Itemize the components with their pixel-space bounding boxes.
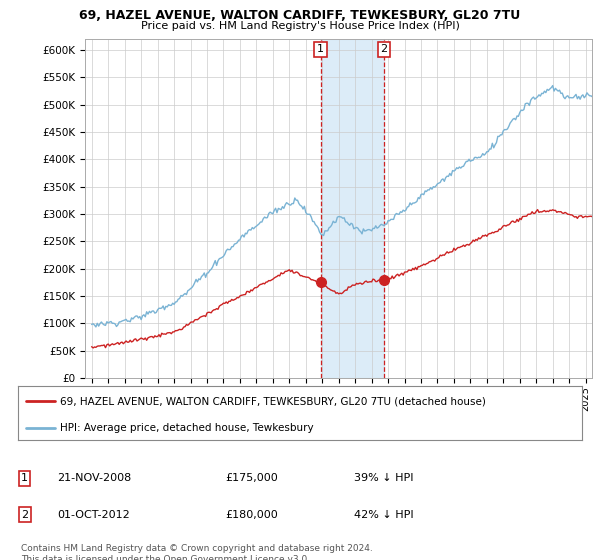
Text: HPI: Average price, detached house, Tewkesbury: HPI: Average price, detached house, Tewk…	[60, 423, 314, 433]
Text: 39% ↓ HPI: 39% ↓ HPI	[354, 473, 413, 483]
Text: Contains HM Land Registry data © Crown copyright and database right 2024.
This d: Contains HM Land Registry data © Crown c…	[21, 544, 373, 560]
Text: 01-OCT-2012: 01-OCT-2012	[57, 510, 130, 520]
Bar	[320, 39, 384, 378]
Text: 42% ↓ HPI: 42% ↓ HPI	[354, 510, 413, 520]
Text: £175,000: £175,000	[225, 473, 278, 483]
Text: £180,000: £180,000	[225, 510, 278, 520]
Text: 69, HAZEL AVENUE, WALTON CARDIFF, TEWKESBURY, GL20 7TU: 69, HAZEL AVENUE, WALTON CARDIFF, TEWKES…	[79, 9, 521, 22]
Text: 2: 2	[380, 44, 388, 54]
Text: 69, HAZEL AVENUE, WALTON CARDIFF, TEWKESBURY, GL20 7TU (detached house): 69, HAZEL AVENUE, WALTON CARDIFF, TEWKES…	[60, 396, 486, 407]
Text: 1: 1	[21, 473, 28, 483]
Text: 1: 1	[317, 44, 324, 54]
Text: 2: 2	[21, 510, 28, 520]
Text: 21-NOV-2008: 21-NOV-2008	[57, 473, 131, 483]
Text: Price paid vs. HM Land Registry's House Price Index (HPI): Price paid vs. HM Land Registry's House …	[140, 21, 460, 31]
